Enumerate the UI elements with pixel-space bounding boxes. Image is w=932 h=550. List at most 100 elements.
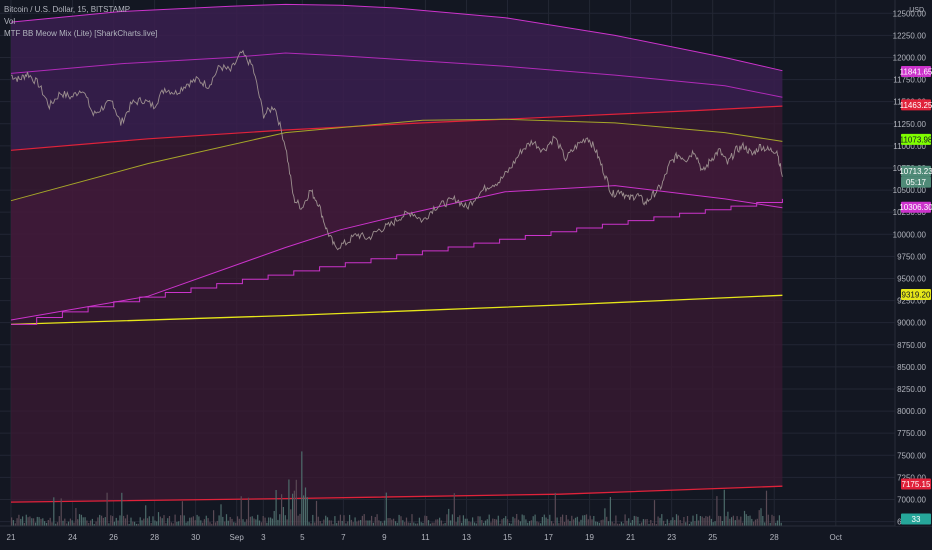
y-tick-label: 7000.00: [897, 495, 926, 504]
price-badge-bg: [901, 513, 931, 525]
volume-label[interactable]: Vol: [4, 17, 16, 26]
volume-bar: [450, 520, 452, 526]
volume-bar: [113, 521, 115, 526]
volume-bar: [165, 523, 167, 526]
volume-bar: [227, 520, 229, 526]
volume-bar: [281, 494, 283, 526]
volume-bar: [556, 517, 558, 526]
volume-bar: [776, 520, 779, 526]
volume-bar: [569, 521, 571, 526]
x-tick-label: 21: [626, 533, 635, 542]
volume-bar: [191, 517, 193, 526]
y-tick-label: 7500.00: [897, 451, 926, 460]
volume-bar: [293, 490, 295, 526]
volume-bar: [308, 522, 310, 526]
volume-bar: [246, 519, 248, 526]
volume-bar: [490, 522, 492, 526]
volume-bar: [156, 521, 158, 526]
volume-bar: [677, 515, 679, 526]
indicator-label[interactable]: MTF BB Meow Mix (Lite) [SharkCharts.live…: [4, 29, 158, 38]
volume-bar: [707, 516, 709, 526]
volume-bar: [534, 514, 536, 526]
volume-bar: [203, 519, 205, 526]
volume-bar: [464, 518, 466, 526]
volume-bar: [409, 522, 411, 526]
volume-bar: [540, 523, 542, 526]
band-olive: [10, 118, 783, 202]
volume-bar: [292, 493, 294, 526]
volume-bar: [332, 523, 334, 526]
volume-bar: [552, 523, 554, 526]
volume-bar: [84, 517, 86, 526]
volume-bar: [323, 519, 325, 526]
volume-bar: [80, 514, 82, 526]
volume-bar: [595, 521, 597, 526]
volume-bar: [585, 514, 588, 526]
volume-bar: [505, 516, 507, 526]
volume-bar: [681, 523, 683, 526]
volume-bar: [249, 516, 251, 526]
volume-bar: [521, 514, 523, 526]
volume-bar: [506, 519, 509, 526]
volume-bar: [560, 516, 562, 526]
volume-bar: [192, 516, 194, 526]
symbol-title[interactable]: Bitcoin / U.S. Dollar, 15, BITSTAMP: [4, 5, 131, 14]
volume-bar: [391, 519, 393, 526]
volume-bar: [343, 515, 345, 526]
volume-bar: [457, 517, 459, 526]
volume-bar: [236, 516, 239, 526]
volume-bar: [527, 522, 529, 526]
volume-bar: [262, 516, 264, 526]
volume-bar: [591, 519, 593, 526]
volume-bar: [90, 520, 92, 526]
volume-bar: [78, 514, 81, 526]
volume-bar: [398, 514, 400, 526]
volume-bar: [216, 520, 218, 526]
x-tick-label: 9: [382, 533, 387, 542]
price-line: [11, 49, 783, 251]
volume-bar: [205, 515, 207, 526]
volume-bar: [297, 515, 299, 526]
volume-bar: [222, 516, 224, 526]
volume-bar: [258, 520, 261, 526]
volume-bar: [514, 518, 516, 526]
y-tick-label: 11250.00: [893, 120, 926, 129]
volume-bar: [437, 519, 439, 526]
volume-bar: [365, 520, 367, 526]
volume-bar: [451, 514, 453, 526]
volume-bar: [242, 519, 244, 526]
volume-bar: [319, 521, 321, 526]
volume-bar: [213, 510, 215, 526]
volume-bar: [301, 451, 303, 526]
volume-bar: [86, 520, 88, 526]
x-tick-label: 3: [261, 533, 266, 542]
volume-bar: [22, 516, 24, 526]
y-tick-label: 8250.00: [897, 385, 926, 394]
band-fill-upper: [11, 4, 783, 151]
price-badge: 11073.98: [900, 133, 932, 145]
volume-bar: [767, 514, 769, 526]
volume-bar: [760, 508, 762, 526]
volume-bar: [82, 517, 84, 526]
volume-bar: [277, 519, 279, 526]
volume-bar: [23, 523, 25, 526]
price-badge-bg: [901, 133, 931, 145]
volume-bar: [257, 514, 259, 526]
volume-bar: [284, 515, 286, 526]
volume-bar: [584, 515, 586, 526]
volume-bar: [613, 523, 615, 526]
volume-bar: [31, 518, 33, 526]
volume-bar: [350, 519, 352, 526]
volume-bar: [468, 521, 470, 526]
volume-bar: [337, 520, 340, 526]
volume-bar: [102, 517, 104, 526]
volume-bar: [484, 520, 487, 526]
volume-bar: [62, 520, 64, 526]
y-tick-label: 9750.00: [897, 252, 926, 261]
volume-bar: [648, 523, 650, 526]
x-tick-label: 17: [544, 533, 553, 542]
volume-bar: [235, 522, 237, 526]
volume-bar: [427, 520, 430, 526]
